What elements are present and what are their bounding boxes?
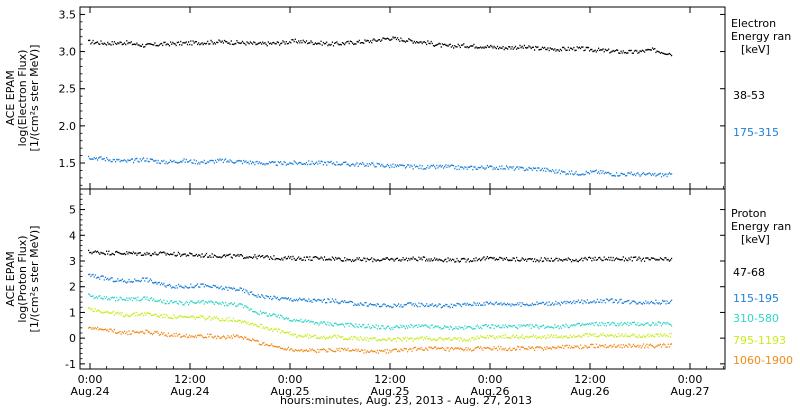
electron-legend-series-1: 38-53 — [733, 89, 765, 102]
proton-ylabel: ACE EPAM log(Proton Flux) [1/(cm²s ster … — [4, 226, 41, 333]
ytick-label: 2.5 — [59, 83, 77, 96]
series-115-195 — [88, 273, 673, 309]
xtick-date-label: Aug.25 — [271, 385, 310, 398]
ytick-label: 2.0 — [59, 120, 77, 133]
ytick-label: 3.0 — [59, 46, 77, 59]
ytick-label: 5 — [69, 204, 76, 217]
series-175-315 — [88, 155, 673, 178]
electron-legend-title-3: [keV] — [741, 43, 770, 56]
proton-legend-series-1: 47-68 — [733, 266, 765, 279]
proton-legend-series-4: 795-1193 — [733, 334, 786, 347]
ytick-label: 1.5 — [59, 157, 77, 170]
ytick-label: 0 — [69, 332, 76, 345]
electron-ylabel-line2: log(Electron Flux) — [16, 50, 29, 147]
xtick-date-label: Aug.26 — [571, 385, 610, 398]
series-310-580 — [88, 293, 673, 331]
proton-legend-series-3: 310-580 — [733, 312, 779, 325]
electron-ylabel-line1: ACE EPAM — [4, 70, 17, 125]
x-axis-label: hours:minutes, Aug. 23, 2013 - Aug. 27, … — [280, 394, 532, 407]
xtick-date-label: Aug.27 — [671, 385, 710, 398]
xtick-time-label: 0:00 — [678, 373, 703, 386]
electron-legend-title-1: Electron — [731, 17, 776, 30]
xtick-time-label: 12:00 — [174, 373, 206, 386]
xtick-time-label: 0:00 — [78, 373, 103, 386]
xtick-date-label: Aug.24 — [171, 385, 210, 398]
proton-legend-title-1: Proton — [731, 207, 766, 220]
ytick-label: 4 — [69, 229, 76, 242]
xtick-time-label: 12:00 — [574, 373, 606, 386]
ytick-label: -1 — [65, 358, 76, 371]
xtick-date-label: Aug.25 — [371, 385, 410, 398]
plot-frame — [79, 6, 726, 370]
xtick-date-label: Aug.24 — [71, 385, 110, 398]
proton-legend-series-5: 1060-1900 — [733, 354, 793, 367]
xtick-time-label: 12:00 — [374, 373, 406, 386]
xtick-date-label: Aug.26 — [471, 385, 510, 398]
chart-marks: 1.52.02.53.03.5-10123450:00Aug.2412:00Au… — [59, 7, 725, 398]
ytick-label: 3 — [69, 255, 76, 268]
series-47-68 — [88, 249, 673, 263]
series-1060-1900 — [88, 326, 673, 354]
ytick-label: 1 — [69, 306, 76, 319]
proton-legend-title-2: Energy ran — [731, 220, 791, 233]
xtick-time-label: 0:00 — [278, 373, 303, 386]
electron-ylabel: ACE EPAM log(Electron Flux) [1/(cm²s ste… — [4, 45, 41, 152]
proton-ylabel-line1: ACE EPAM — [4, 251, 17, 306]
proton-legend: Proton Energy ran [keV] 47-68 115-195 31… — [731, 207, 793, 367]
electron-ylabel-line3: [1/(cm²s ster MeV)] — [28, 45, 41, 152]
series-38-53 — [88, 36, 673, 57]
proton-legend-series-2: 115-195 — [733, 292, 779, 305]
ytick-label: 2 — [69, 281, 76, 294]
proton-ylabel-line2: log(Proton Flux) — [16, 235, 29, 322]
xtick-time-label: 0:00 — [478, 373, 503, 386]
ytick-label: 3.5 — [59, 8, 77, 21]
electron-legend-title-2: Energy ran — [731, 30, 791, 43]
series-795-1193 — [88, 307, 673, 342]
electron-legend-series-2: 175-315 — [733, 126, 779, 139]
proton-legend-title-3: [keV] — [741, 233, 770, 246]
electron-legend: Electron Energy ran [keV] 38-53 175-315 — [731, 17, 791, 139]
proton-ylabel-line3: [1/(cm²s ster MeV)] — [28, 226, 41, 333]
